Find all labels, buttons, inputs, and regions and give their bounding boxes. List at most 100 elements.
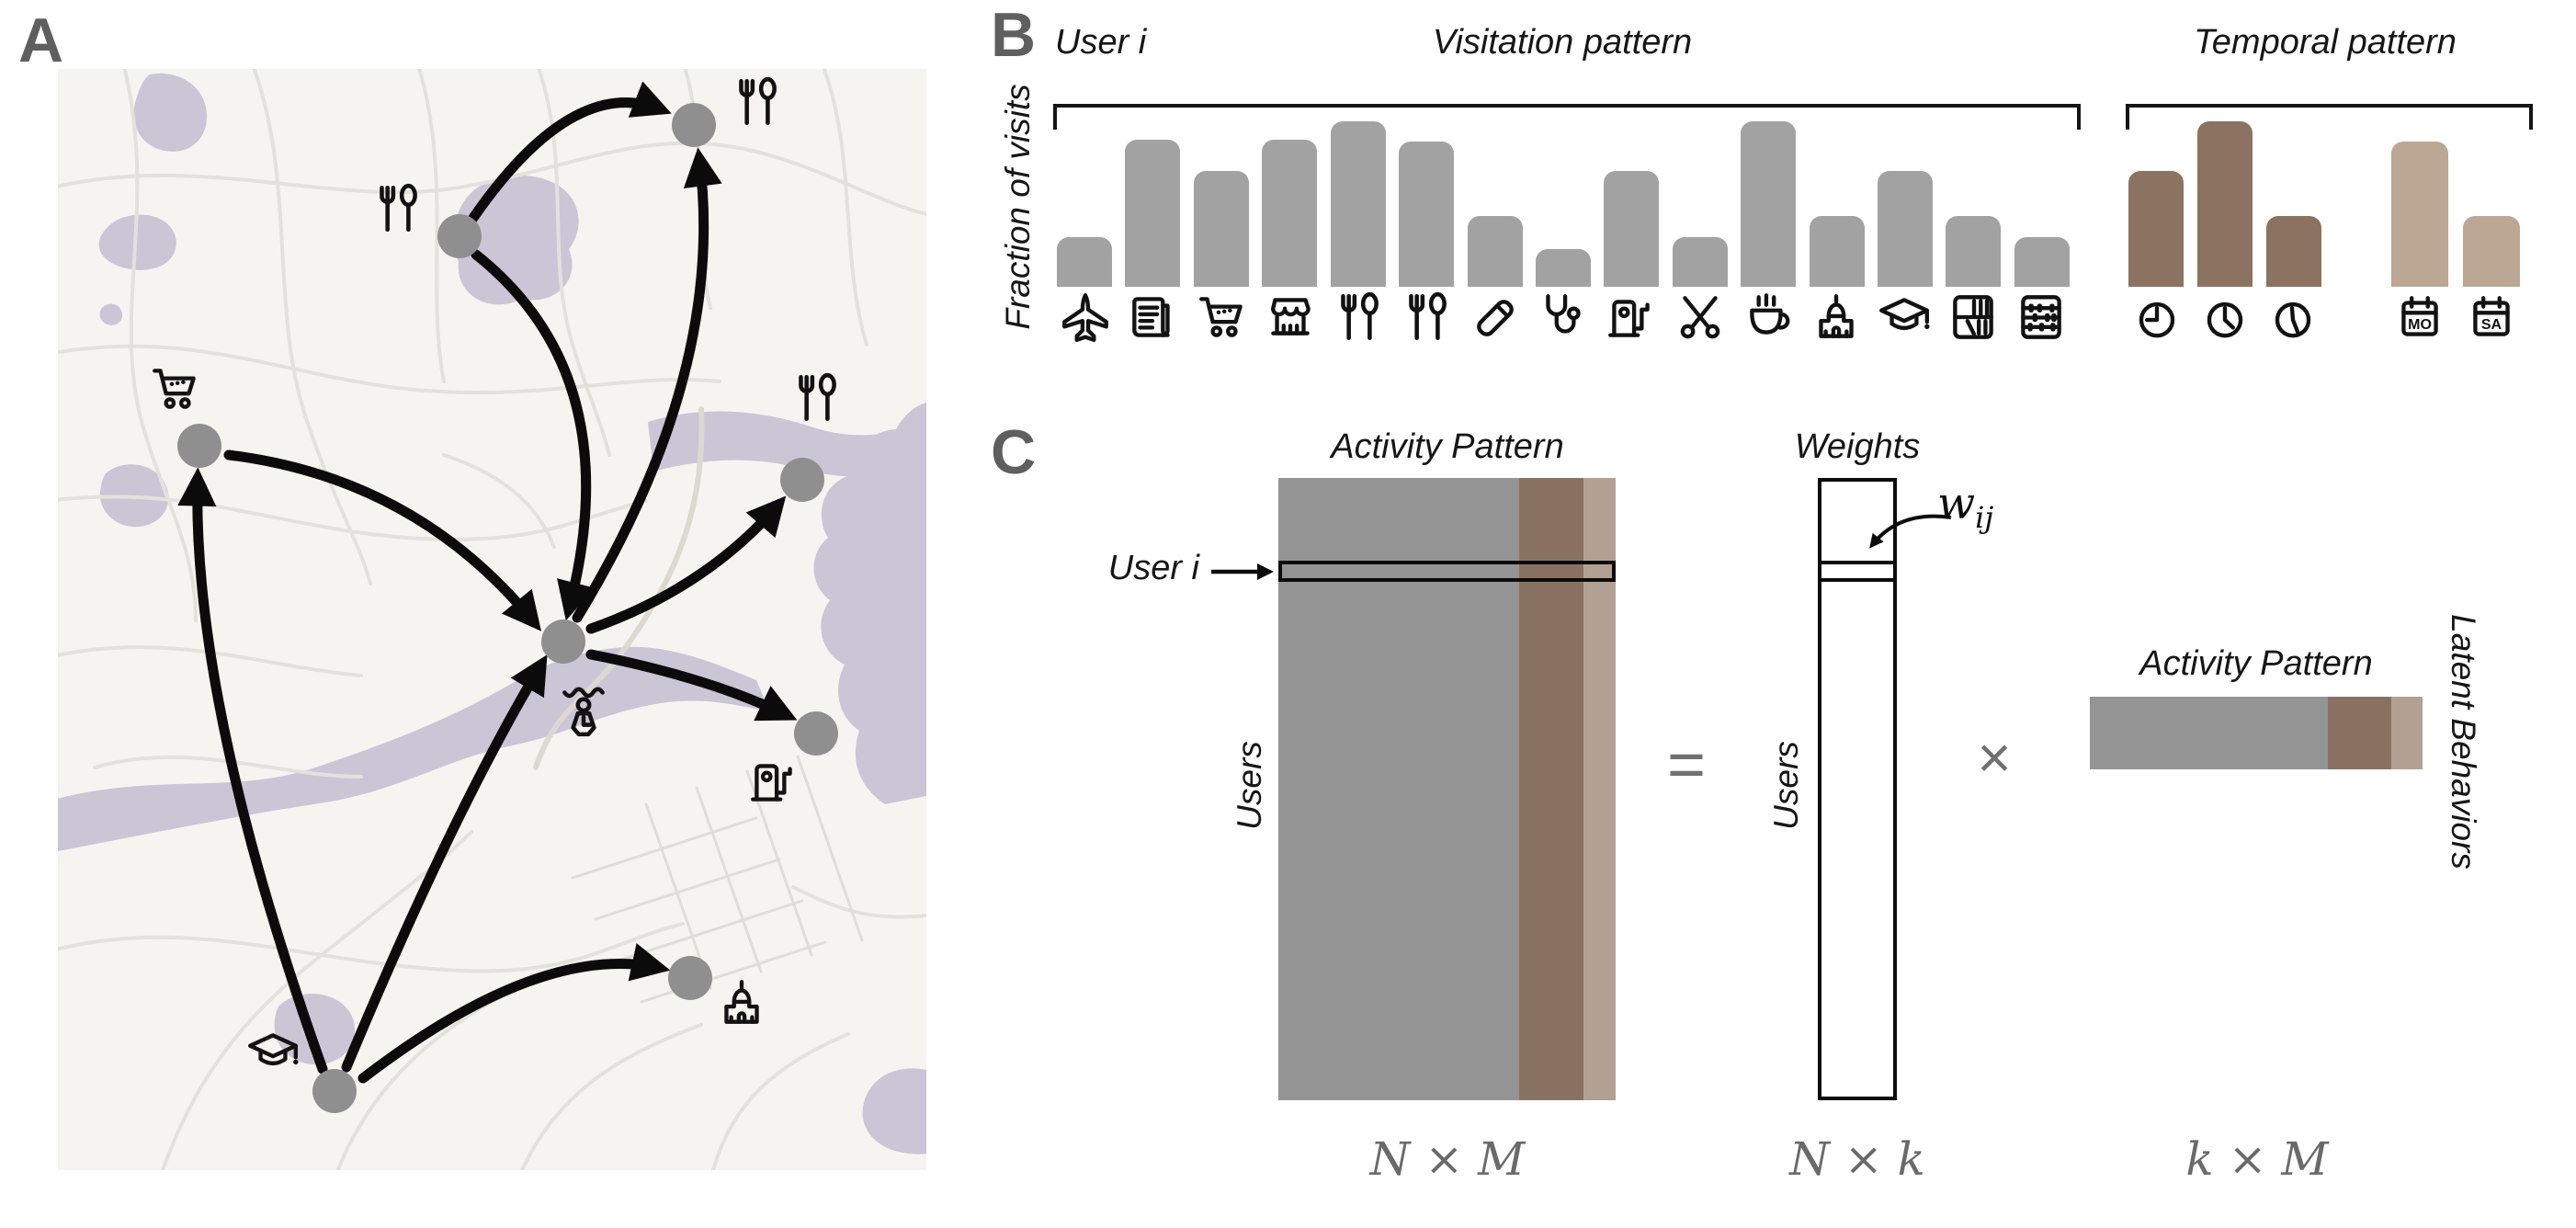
abacus-icon — [2013, 289, 2070, 346]
weights-title: Weights — [1794, 427, 1921, 466]
map-roads — [58, 69, 926, 1170]
panel-c-label: C — [991, 417, 1037, 487]
trip-arrow-grocery-to-landmark-central — [223, 449, 541, 631]
bar — [1741, 121, 1797, 287]
temporal-pattern-title: Temporal pattern — [2194, 23, 2457, 62]
latent-matrix — [2090, 697, 2423, 769]
airplane-icon — [1057, 289, 1114, 346]
map-nodes — [154, 79, 838, 1113]
latent-behaviors-axis-label: Latent Behaviors — [2445, 614, 2482, 870]
restaurant-icon — [1398, 289, 1455, 346]
bar — [1946, 215, 2002, 287]
newspaper-icon — [1125, 289, 1182, 346]
user-i-arrow — [1211, 563, 1274, 580]
coffee-cup-icon — [1740, 289, 1797, 346]
clock-morning-icon — [2128, 289, 2185, 346]
activity-pattern-title-left: Activity Pattern — [1331, 427, 1564, 466]
trip-arrow-university-to-landmark-central — [341, 654, 548, 1073]
calendar-icon: MO — [2391, 289, 2448, 346]
church-icon — [1808, 289, 1865, 346]
nm-dims-label: N × M — [1369, 1132, 1526, 1186]
user-row-highlight — [1278, 561, 1616, 582]
visitation-bracket — [1053, 104, 2081, 130]
day-icons: MO SA — [2391, 289, 2520, 346]
wij-cell-highlight — [1818, 561, 1897, 582]
wij-subscript: ij — [1975, 500, 1994, 535]
bar — [2128, 171, 2184, 287]
km-dims-label: k × M — [2185, 1132, 2329, 1186]
map-node-university — [312, 1069, 357, 1113]
nk-dims-label: N × k — [1789, 1132, 1925, 1186]
time-icons — [2128, 289, 2321, 346]
bar — [1672, 237, 1728, 287]
bar — [1193, 171, 1249, 287]
gas-pump-icon — [1603, 289, 1660, 346]
users-axis-label-left: Users — [1231, 741, 1268, 830]
map-node-restaurant-north — [672, 103, 716, 147]
map-node-church — [668, 956, 712, 1000]
bar — [1604, 171, 1660, 287]
bar — [1262, 139, 1318, 287]
svg-text:MO: MO — [2408, 317, 2432, 333]
panel-b-label: B — [991, 0, 1037, 70]
store-icon — [1262, 289, 1319, 346]
bar — [1535, 248, 1591, 287]
trip-arrow-landmark-central-to-restaurant-east — [585, 495, 787, 634]
map-svg — [58, 69, 926, 1170]
trip-arrow-restaurant-west-to-restaurant-north — [468, 81, 672, 223]
bar — [1125, 139, 1181, 287]
bar — [2266, 215, 2321, 287]
city-map — [58, 69, 926, 1170]
map-trips — [177, 81, 798, 1084]
latent-brown-segment — [2328, 697, 2391, 769]
clock-afternoon-icon — [2196, 289, 2253, 346]
bar — [1878, 171, 1934, 287]
map-node-gas-station — [794, 711, 838, 756]
bar — [1809, 215, 1865, 287]
temporal-bracket — [2126, 104, 2533, 130]
map-node-landmark-central — [541, 620, 585, 664]
trip-arrow-landmark-central-to-restaurant-north — [572, 147, 722, 623]
users-axis-label-mid: Users — [1767, 741, 1805, 830]
trip-arrow-university-to-church — [357, 943, 671, 1084]
shopping-cart-icon — [1194, 289, 1251, 346]
visitation-pattern-title: Visitation pattern — [1432, 23, 1693, 62]
calendar-icon: SA — [2463, 289, 2520, 346]
bar — [1399, 141, 1455, 287]
activity-pattern-title-right: Activity Pattern — [2139, 644, 2373, 683]
bar — [2197, 121, 2253, 287]
bar — [1330, 121, 1386, 287]
map-node-grocery — [177, 424, 221, 468]
wij-arrow — [1869, 514, 1952, 549]
user-i-label-c: User i — [1107, 549, 1199, 587]
clock-evening-icon — [2264, 289, 2321, 346]
bookshelf-icon — [1945, 289, 2002, 346]
fraction-of-visits-axis-label: Fraction of visits — [999, 84, 1037, 330]
bar — [2391, 141, 2448, 287]
trip-arrow-landmark-central-to-gas-station — [585, 649, 798, 722]
visitation-icons — [1057, 289, 2070, 346]
wij-label: wij — [1937, 482, 1993, 532]
times-sign: × — [1977, 724, 2012, 790]
equals-sign: = — [1666, 728, 1707, 802]
graduation-cap-icon — [1876, 289, 1933, 346]
bar — [2014, 237, 2070, 287]
stethoscope-icon — [1535, 289, 1592, 346]
time-bars — [2128, 121, 2321, 287]
restaurant-icon — [1330, 289, 1387, 346]
user-i-label-b: User i — [1055, 23, 1147, 62]
map-node-restaurant-east — [780, 458, 824, 502]
eraser-icon — [1467, 289, 1524, 346]
latent-tan-segment — [2391, 697, 2423, 769]
trip-arrow-restaurant-west-to-landmark-central — [471, 249, 595, 621]
panel-a-label: A — [18, 6, 64, 75]
bar — [1057, 237, 1112, 287]
bar — [1467, 215, 1523, 287]
svg-text:SA: SA — [2481, 317, 2502, 333]
map-node-restaurant-west — [437, 214, 482, 258]
bar — [2463, 215, 2520, 287]
scissors-icon — [1672, 289, 1729, 346]
day-bars — [2391, 121, 2520, 287]
visitation-bars — [1057, 121, 2070, 287]
